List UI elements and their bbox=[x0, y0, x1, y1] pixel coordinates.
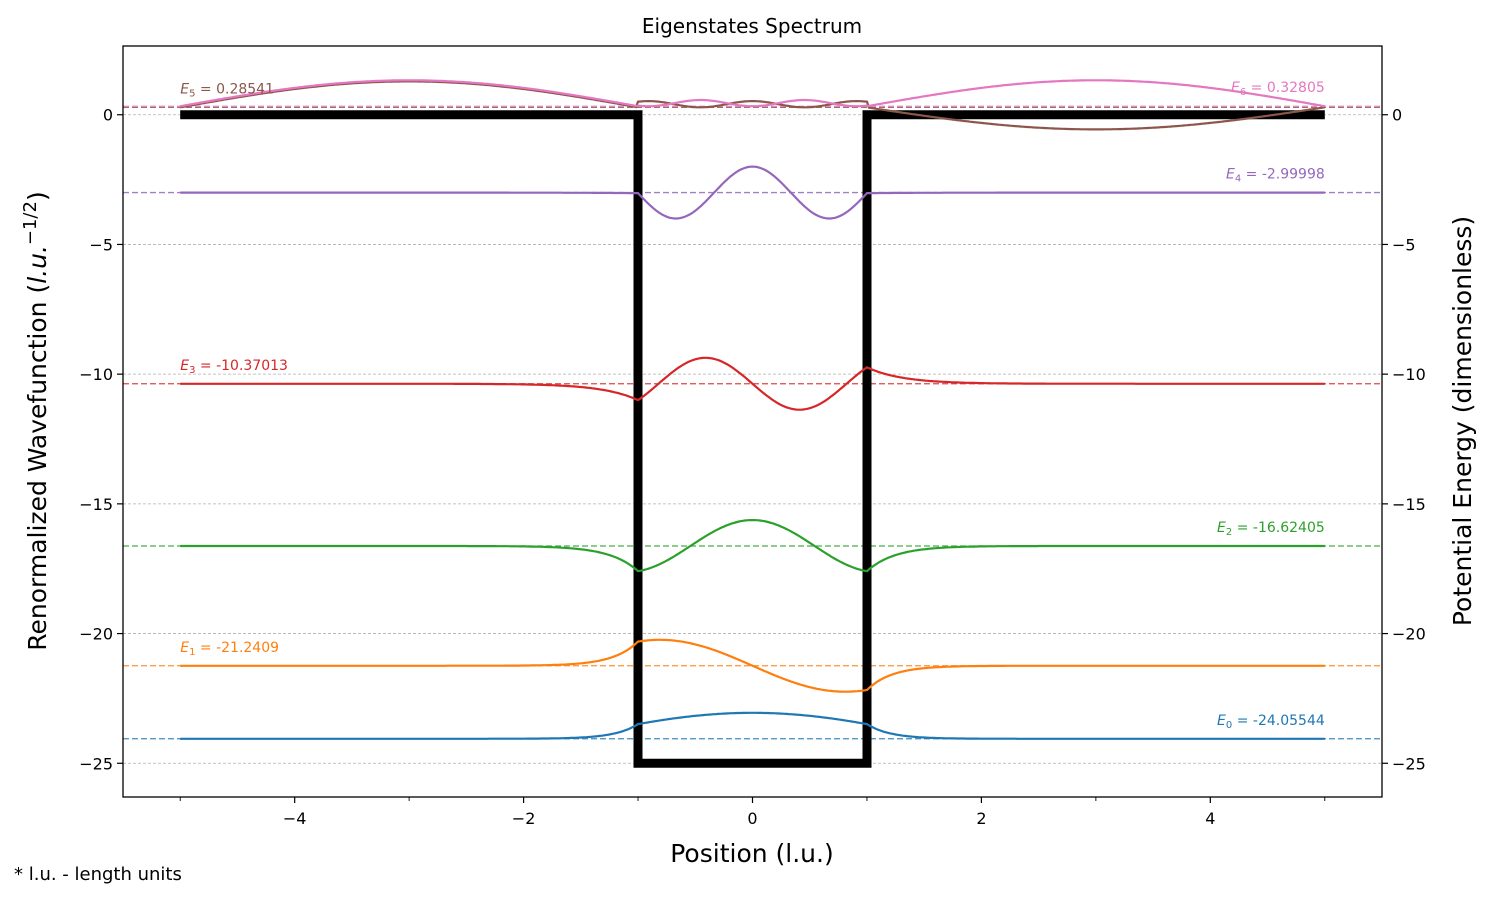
y-left-tick-label: −25 bbox=[79, 754, 113, 773]
x-axis: −4 −2 0 2 4 bbox=[179, 797, 1326, 828]
wavefunction-series-0 bbox=[180, 711, 1325, 740]
y-left-tick-label: −10 bbox=[79, 365, 113, 384]
y-right-tick-label: −15 bbox=[1392, 495, 1426, 514]
wavefunction-series bbox=[180, 79, 1325, 740]
x-tick-label: 4 bbox=[1205, 809, 1215, 828]
y-left-tick-label: −5 bbox=[89, 235, 113, 254]
energy-label-4: E4 = -2.99998 bbox=[1226, 167, 1325, 185]
energy-label-1: E1 = -21.2409 bbox=[180, 640, 279, 658]
energy-label-2: E2 = -16.62405 bbox=[1217, 520, 1325, 538]
potential-line bbox=[180, 110, 1325, 768]
y-left-tick-label: −15 bbox=[79, 495, 113, 514]
y-right-tick-label: −20 bbox=[1392, 625, 1426, 644]
energy-labels: E0 = -24.05544 E1 = -21.2409 E2 = -16.6240… bbox=[180, 80, 1325, 731]
energy-level-lines bbox=[123, 105, 1382, 740]
wavefunction-series-3 bbox=[180, 356, 1325, 411]
y-left-tick-label: 0 bbox=[103, 106, 113, 125]
y-right-tick-label: −5 bbox=[1392, 235, 1416, 254]
footnote: * l.u. - length units bbox=[14, 864, 182, 885]
x-tick-label: −2 bbox=[512, 809, 536, 828]
y-right-tick-label: −25 bbox=[1392, 754, 1426, 773]
y-right-tick-label: 0 bbox=[1392, 106, 1402, 125]
y-axis-left-title: Renormalized Wavefunction (l.u.−1/2) bbox=[20, 191, 52, 650]
energy-label-0: E0 = -24.05544 bbox=[1217, 713, 1325, 731]
x-tick-label: 2 bbox=[976, 809, 986, 828]
chart-title: Eigenstates Spectrum bbox=[642, 14, 862, 38]
potential-well bbox=[180, 110, 1325, 768]
wavefunction-series-1 bbox=[180, 638, 1325, 693]
energy-label-3: E3 = -10.37013 bbox=[180, 358, 288, 376]
x-tick-label: 0 bbox=[747, 809, 757, 828]
energy-label-5: E5 = 0.28541 bbox=[180, 81, 274, 99]
x-tick-label: −4 bbox=[283, 809, 307, 828]
wavefunction-series-2 bbox=[180, 519, 1325, 573]
y-left-tick-label: −20 bbox=[79, 625, 113, 644]
plot-frame bbox=[122, 45, 1383, 798]
y-axis-right: 0 −5 −10 −15 −20 −25 bbox=[1382, 106, 1426, 773]
y-right-tick-label: −10 bbox=[1392, 365, 1426, 384]
wavefunction-series-6 bbox=[180, 79, 1325, 108]
energy-label-6: E6 = 0.32805 bbox=[1231, 80, 1325, 98]
y-axis-left: 0 −5 −10 −15 −20 −25 bbox=[79, 106, 123, 773]
wavefunction-series-4 bbox=[180, 165, 1325, 220]
y-axis-right-title: Potential Energy (dimensionless) bbox=[1448, 216, 1477, 626]
x-axis-title: Position (l.u.) bbox=[670, 839, 833, 868]
